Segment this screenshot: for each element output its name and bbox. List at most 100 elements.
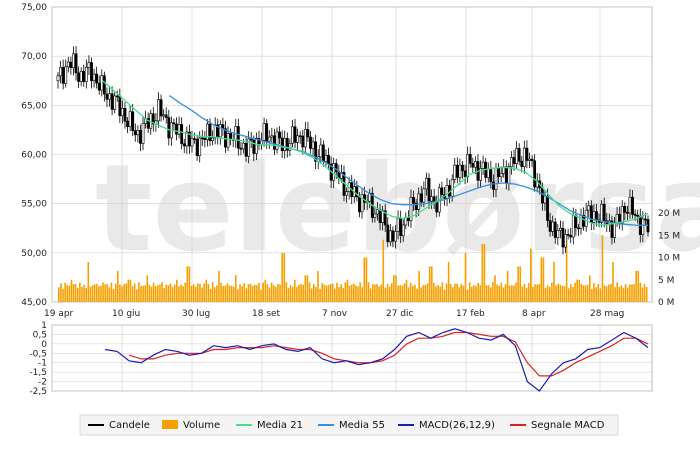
candle-body [489,168,493,183]
candle-body [556,230,560,238]
volume-bar [112,289,115,302]
volume-bar [643,284,646,302]
candle-body [450,179,454,197]
candle-body [298,135,302,138]
volume-bar [331,283,334,302]
candles [56,45,650,255]
candle-body [126,120,129,127]
price-y-tick: 75,00 [21,3,47,13]
volume-bar [123,284,125,302]
volume-bar [471,286,473,302]
candle-body [115,95,119,98]
candle-body [378,209,382,223]
volume-bar [572,286,574,302]
candle-body [435,201,439,213]
candle-body [167,117,171,139]
volume-bar [399,285,401,302]
volume-bar [133,283,136,302]
volume-bar [182,286,184,302]
candle-body [206,123,209,140]
volume-bar [496,284,498,302]
volume-bar [605,286,608,302]
volume-bar [618,287,621,302]
candle-body [190,138,194,147]
candle-body [265,123,269,142]
volume-bar [72,284,75,302]
volume-bar [319,288,321,302]
price-y-tick: 70,00 [21,52,47,62]
candle-body [90,62,93,82]
volume-bar [317,270,319,302]
candle-body [466,154,470,177]
volume-bar [296,287,298,302]
volume-bar [89,286,92,302]
volume-bar [222,285,224,302]
volume-bar [513,285,515,302]
candle-body [548,220,552,232]
legend-label: Segnale MACD [531,420,605,431]
candle-body [252,139,256,154]
volume-bar [645,286,648,302]
candle-body [510,157,513,168]
candle-body [561,227,565,248]
price-y-tick: 50,00 [21,249,47,259]
volume-bar [253,284,256,302]
candle-body [376,209,379,215]
volume-bar [553,261,555,302]
volume-bar [163,288,165,302]
volume-bar [407,287,410,302]
candle-body [249,138,253,141]
volume-bar [140,286,142,302]
x-tick: 18 set [252,309,281,319]
volume-bar [390,283,393,302]
volume-bar [359,282,361,302]
candle-body [288,143,292,151]
volume-bar [262,282,264,302]
volume-bar [159,284,161,302]
candle-body [360,194,364,213]
volume-bar [551,282,553,302]
volume-bar [247,284,250,302]
candle-body [193,138,196,140]
signal-line [128,331,649,377]
candle-body [600,203,604,223]
candle-body [172,122,176,125]
candle-body [270,135,274,138]
volume-bar [79,282,81,302]
volume-bar [95,283,98,302]
volume-bar [426,283,429,302]
volume-bar [287,287,290,302]
x-tick: 30 lug [182,309,210,319]
volume-bar [403,283,406,302]
volume-bar [466,289,469,302]
volume-bar [595,287,597,302]
candle-body [208,123,212,142]
volume-bar [68,285,71,302]
volume-bar [135,289,138,302]
candle-body [229,133,233,140]
volume-bar [578,279,581,302]
volume-bar [81,286,83,302]
volume-bar [521,286,524,302]
candle-body [280,137,284,151]
price-y-tick: 45,00 [21,298,47,308]
volume-bar [357,286,359,302]
legend-label: MACD(26,12,9) [419,420,495,431]
candle-body [180,124,184,145]
candle-body [108,93,111,100]
volume-bar [369,288,372,302]
volume-bar [515,282,517,302]
volume-bar [443,289,446,302]
macd-y-tick: -2 [38,378,47,388]
candle-body [396,217,400,232]
volume-y-tick: 5 M [658,276,674,286]
candle-body [425,177,428,190]
volume-bar [256,285,258,302]
candle-body [543,195,547,204]
volume-bar [336,282,338,302]
volume-bar [582,285,585,302]
candle-body [185,131,189,147]
volume-bar [144,285,146,302]
volume-bar [534,284,536,302]
candle-body [620,206,624,224]
